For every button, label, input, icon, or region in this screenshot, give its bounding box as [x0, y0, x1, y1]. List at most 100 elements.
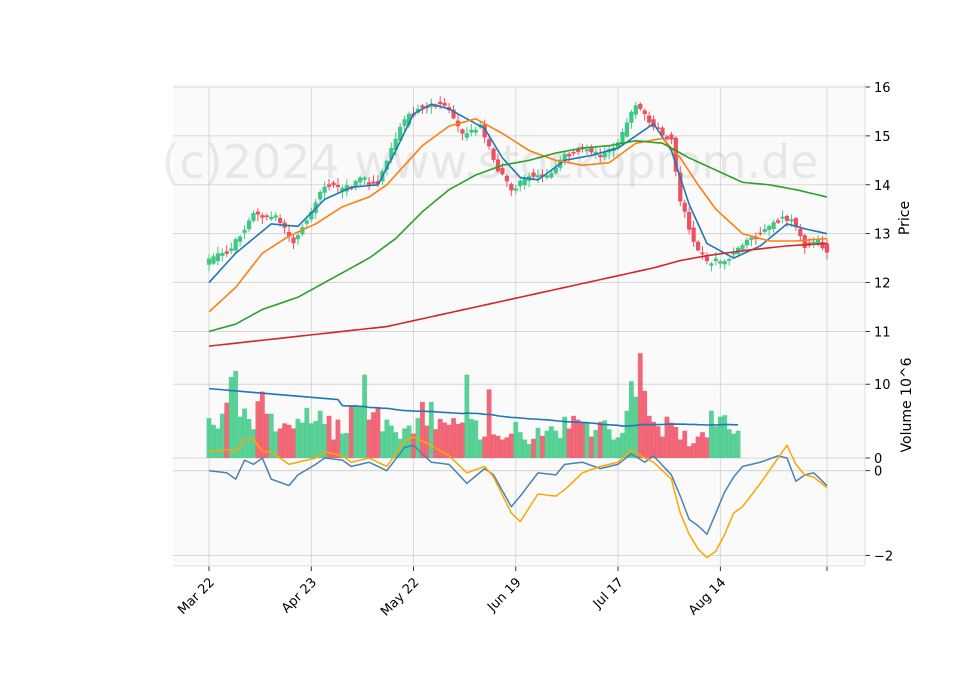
- volume-bar: [540, 435, 545, 458]
- candle-body: [811, 241, 816, 244]
- volume-bar: [304, 407, 310, 458]
- candle-body: [429, 104, 434, 108]
- candle-body: [318, 191, 323, 200]
- price-tick-label: 12: [874, 277, 891, 292]
- candle-body: [220, 252, 225, 256]
- volume-bar: [384, 419, 390, 458]
- candle-body: [544, 175, 549, 178]
- candle-body: [655, 127, 661, 129]
- candle-body: [375, 181, 381, 185]
- price-tick-label: 14: [874, 179, 891, 194]
- volume-bar: [504, 437, 510, 458]
- candle-body: [740, 245, 745, 250]
- volume-bar: [535, 427, 541, 458]
- volume-bar: [500, 439, 505, 458]
- candle-body: [624, 122, 630, 137]
- volume-bar: [611, 439, 616, 458]
- candle-body: [780, 216, 785, 219]
- candle-body: [487, 139, 492, 147]
- candle-body: [687, 211, 692, 230]
- x-tick-label: Apr 23: [279, 575, 320, 616]
- candle-body: [709, 263, 714, 266]
- volume-tick-label: 0: [874, 452, 882, 467]
- candle-body: [802, 235, 807, 248]
- candle-body: [722, 261, 727, 265]
- volume-bar: [624, 410, 630, 458]
- candle-body: [500, 167, 505, 175]
- volume-bar: [686, 446, 692, 458]
- candle-body: [384, 160, 389, 170]
- volume-bar: [664, 416, 670, 458]
- volume-bar: [371, 412, 376, 458]
- volume-bar: [264, 413, 270, 458]
- volume-bar: [473, 420, 479, 458]
- candle-body: [482, 124, 487, 138]
- price-tick-label: 11: [874, 325, 891, 340]
- volume-bar: [353, 404, 359, 458]
- candle-body: [567, 153, 572, 157]
- volume-bar: [637, 353, 643, 458]
- volume-bar: [606, 429, 612, 458]
- candle-body: [553, 167, 558, 174]
- candle-body: [206, 258, 212, 265]
- volume-bar: [526, 443, 532, 458]
- candle-body: [664, 136, 670, 140]
- volume-bar: [682, 430, 688, 458]
- volume-bar: [508, 433, 514, 458]
- volume-bar: [446, 424, 452, 458]
- volume-bar: [255, 401, 261, 458]
- volume-bar: [495, 435, 501, 458]
- price-tick-label: 15: [874, 130, 891, 145]
- volume-bar: [668, 422, 674, 458]
- volume-bar: [433, 429, 439, 458]
- candle-body: [615, 142, 621, 149]
- candle-body: [322, 186, 327, 193]
- volume-bar: [379, 431, 385, 458]
- volume-bar: [206, 418, 212, 458]
- candle-body: [278, 218, 283, 223]
- candle-body: [246, 220, 252, 230]
- x-tick-label: Mar 22: [175, 575, 218, 618]
- candle-body: [255, 211, 261, 215]
- volume-bar: [339, 433, 345, 458]
- volume-bar: [331, 439, 336, 458]
- candle-body: [531, 172, 536, 177]
- volume-bar: [286, 424, 292, 458]
- volume-bar: [402, 428, 408, 458]
- volume-bar: [628, 381, 634, 458]
- volume-average-line: [208, 387, 739, 427]
- candle-body: [638, 103, 643, 109]
- moving-average-line-4: [208, 242, 828, 347]
- moving-average-line-2: [208, 117, 828, 313]
- candle-body: [647, 115, 652, 123]
- volume-bar: [731, 433, 737, 458]
- candle-body: [362, 177, 367, 180]
- candle-body: [504, 175, 509, 182]
- volume-bar: [517, 432, 523, 458]
- candle-body: [224, 251, 229, 254]
- volume-bar: [513, 421, 519, 458]
- volume-bar: [704, 437, 710, 458]
- candle-body: [642, 110, 647, 115]
- volume-bar: [344, 432, 350, 458]
- volume-bar: [673, 427, 679, 458]
- candle-body: [371, 181, 376, 184]
- candle-body: [460, 129, 465, 134]
- x-tick-label: Jun 19: [484, 575, 524, 615]
- volume-bar: [588, 436, 594, 458]
- candle-body: [767, 225, 772, 230]
- candle-body: [251, 213, 256, 221]
- candle-body: [393, 138, 398, 151]
- candle-body: [669, 134, 674, 140]
- candle-body: [824, 243, 830, 253]
- volume-bar: [251, 429, 256, 458]
- volume-bar: [259, 391, 265, 458]
- candle-body: [695, 241, 701, 251]
- candle-body: [464, 133, 469, 138]
- volume-bar: [228, 376, 234, 458]
- candle-body: [340, 187, 345, 192]
- volume-bar: [464, 374, 470, 458]
- candle-body: [820, 241, 825, 249]
- candle-body: [269, 216, 274, 220]
